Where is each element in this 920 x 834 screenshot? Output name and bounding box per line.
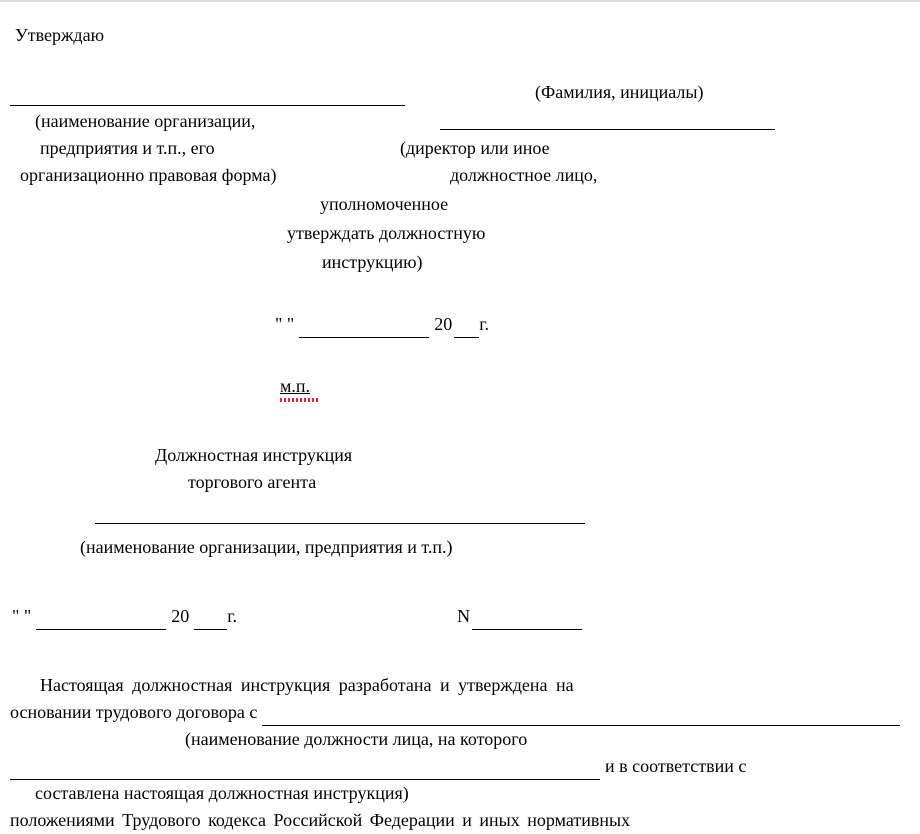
approve-title: Утверждаю: [15, 22, 910, 49]
date-day-blank-2: [36, 610, 166, 630]
body-blank-2: [10, 760, 600, 780]
body-para-2: основании трудового договора с: [10, 699, 910, 726]
body-para-5: составлена настоящая должностная инструк…: [35, 780, 910, 807]
date-year-prefix-2: 20: [171, 603, 189, 630]
org-desc-3-right: должностное лицо,: [450, 162, 597, 189]
org-blank-line: [10, 84, 405, 106]
number-blank: [472, 610, 582, 630]
body-para-4: и в соответствии с: [10, 753, 910, 780]
org-line-4: уполномоченное: [320, 191, 910, 218]
mp-row: м.п.: [280, 373, 910, 400]
org-line-6: инструкцию): [322, 249, 910, 276]
date-quote-2: " ": [12, 603, 31, 630]
date-year-prefix: 20: [434, 311, 452, 338]
n-label: N: [457, 603, 470, 630]
org-line-5: утверждать должностную: [287, 220, 910, 247]
date-year-blank-2: [194, 610, 227, 630]
org-desc-2-left: предприятия и т.п., его: [10, 135, 400, 162]
date-quote: " ": [275, 311, 294, 338]
date-year-suffix: г.: [479, 311, 489, 338]
title-line-2: торгового агента: [188, 469, 910, 496]
org-line-3: организационно правовая форма) должностн…: [10, 162, 910, 189]
approval-date-row: " " 20 г.: [275, 311, 910, 338]
org-name-blank: [95, 504, 585, 524]
mp-text: м.п.: [280, 376, 310, 396]
date-day-blank: [299, 318, 429, 338]
body-text-1a: Настоящая должностная инструкция разрабо…: [40, 672, 574, 699]
body-text: Настоящая должностная инструкция разрабо…: [10, 672, 910, 834]
org-desc-2-right: (директор или иное: [400, 135, 550, 162]
org-line-2: предприятия и т.п., его (директор или ин…: [10, 135, 910, 162]
surname-hint: (Фамилия, инициалы): [525, 79, 704, 106]
contract-blank: [262, 706, 900, 726]
mp-label: м.п.: [280, 376, 310, 396]
header-block: (Фамилия, инициалы) (наименование органи…: [10, 79, 910, 276]
director-blank-line: [440, 108, 775, 130]
org-line-1: (наименование организации,: [10, 108, 910, 135]
date-number-row: " " 20 г. N: [10, 603, 910, 630]
body-para-3: (наименование должности лица, на которог…: [185, 726, 910, 753]
date-year-blank: [454, 318, 479, 338]
title-line-1: Должностная инструкция: [155, 442, 910, 469]
spellcheck-squiggle-icon: [280, 398, 318, 402]
body-para-1: Настоящая должностная инструкция разрабо…: [10, 672, 910, 699]
org-name-desc: (наименование организации, предприятия и…: [80, 534, 910, 561]
date-year-suffix-2: г.: [227, 603, 237, 630]
document-title: Должностная инструкция торгового агента: [155, 442, 910, 496]
body-text-1b: основании трудового договора с: [10, 699, 257, 726]
org-desc-3-left: организационно правовая форма): [10, 162, 450, 189]
body-text-3: и в соответствии с: [605, 753, 746, 780]
row-surname: (Фамилия, инициалы): [10, 79, 910, 106]
org-desc-1: (наименование организации,: [10, 108, 405, 135]
org-name-blank-row: [95, 504, 910, 532]
